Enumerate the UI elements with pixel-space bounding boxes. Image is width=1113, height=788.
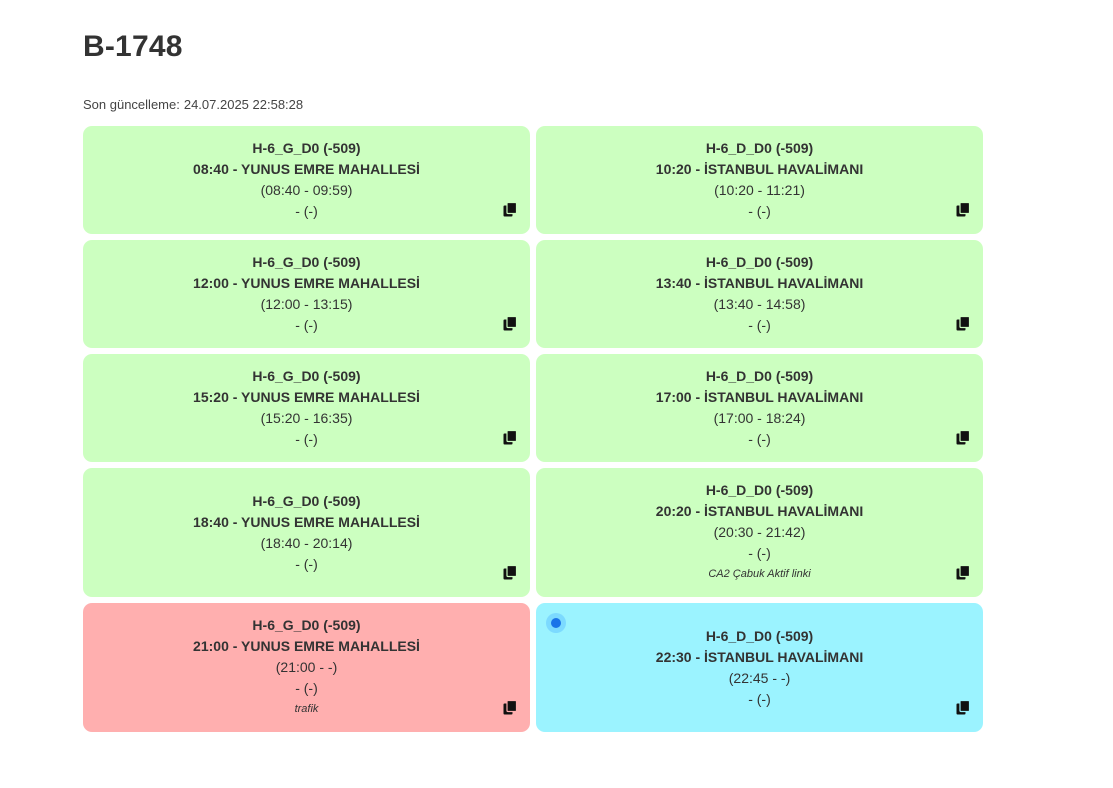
trip-time-span: (17:00 - 18:24) xyxy=(713,410,806,426)
trip-route: H-6_D_D0 (-509) xyxy=(705,254,814,270)
trip-departure: 20:20 - İSTANBUL HAVALİMANI xyxy=(655,503,864,519)
trip-detail: - (-) xyxy=(295,431,318,447)
trip-card[interactable]: H-6_G_D0 (-509) 12:00 - YUNUS EMRE MAHAL… xyxy=(83,240,530,348)
live-indicator-icon xyxy=(546,613,566,633)
trip-detail: - (-) xyxy=(295,555,318,572)
trip-route: H-6_G_D0 (-509) xyxy=(252,140,361,156)
trip-card[interactable]: H-6_G_D0 (-509) 21:00 - YUNUS EMRE MAHAL… xyxy=(83,603,530,732)
trip-card[interactable]: H-6_G_D0 (-509) 18:40 - YUNUS EMRE MAHAL… xyxy=(83,468,530,597)
trip-card[interactable]: H-6_D_D0 (-509) 20:20 - İSTANBUL HAVALİM… xyxy=(536,468,983,597)
trip-card[interactable]: H-6_G_D0 (-509) 08:40 - YUNUS EMRE MAHAL… xyxy=(83,126,530,234)
trip-time-span: (13:40 - 14:58) xyxy=(713,296,806,312)
trip-card[interactable]: H-6_D_D0 (-509) 17:00 - İSTANBUL HAVALİM… xyxy=(536,354,983,462)
trip-route: H-6_G_D0 (-509) xyxy=(252,368,361,384)
trip-detail: - (-) xyxy=(748,545,771,561)
trip-route: H-6_G_D0 (-509) xyxy=(252,617,361,633)
trip-departure: 10:20 - İSTANBUL HAVALİMANI xyxy=(655,161,864,177)
copy-icon[interactable] xyxy=(503,565,517,580)
trip-note: trafik xyxy=(294,703,319,715)
last-updated-value: 24.07.2025 22:58:28 xyxy=(183,97,304,112)
trip-route: H-6_D_D0 (-509) xyxy=(705,482,814,498)
copy-icon[interactable] xyxy=(503,430,517,445)
trip-detail: - (-) xyxy=(748,317,771,333)
trip-grid: H-6_G_D0 (-509) 08:40 - YUNUS EMRE MAHAL… xyxy=(83,126,983,732)
copy-icon[interactable] xyxy=(503,202,517,217)
trip-time-span: (20:30 - 21:42) xyxy=(713,524,806,540)
trip-time-span: (18:40 - 20:14) xyxy=(260,534,353,551)
trip-route: H-6_D_D0 (-509) xyxy=(705,140,814,156)
copy-icon[interactable] xyxy=(956,316,970,331)
trip-detail: - (-) xyxy=(748,431,771,447)
trip-note: CA2 Çabuk Aktif linki xyxy=(708,568,811,580)
copy-icon[interactable] xyxy=(956,565,970,580)
trip-detail: - (-) xyxy=(295,680,318,696)
trip-departure: 22:30 - İSTANBUL HAVALİMANI xyxy=(655,648,864,665)
trip-departure: 15:20 - YUNUS EMRE MAHALLESİ xyxy=(193,389,420,405)
trip-departure: 13:40 - İSTANBUL HAVALİMANI xyxy=(655,275,864,291)
page-title: B-1748 xyxy=(83,30,183,63)
trip-departure: 21:00 - YUNUS EMRE MAHALLESİ xyxy=(193,638,420,654)
trip-route: H-6_G_D0 (-509) xyxy=(252,492,361,509)
trip-time-span: (15:20 - 16:35) xyxy=(260,410,353,426)
trip-time-span: (10:20 - 11:21) xyxy=(714,182,805,198)
trip-detail: - (-) xyxy=(295,203,318,219)
trip-detail: - (-) xyxy=(295,317,318,333)
trip-route: H-6_G_D0 (-509) xyxy=(252,254,361,270)
last-updated-label: Son güncelleme: xyxy=(83,97,180,112)
trip-departure: 17:00 - İSTANBUL HAVALİMANI xyxy=(655,389,864,405)
last-updated: Son güncelleme: 24.07.2025 22:58:28 xyxy=(83,97,303,112)
trip-card[interactable]: H-6_G_D0 (-509) 15:20 - YUNUS EMRE MAHAL… xyxy=(83,354,530,462)
copy-icon[interactable] xyxy=(956,202,970,217)
copy-icon[interactable] xyxy=(503,316,517,331)
trip-departure: 18:40 - YUNUS EMRE MAHALLESİ xyxy=(193,513,420,530)
trip-card[interactable]: H-6_D_D0 (-509) 13:40 - İSTANBUL HAVALİM… xyxy=(536,240,983,348)
trip-time-span: (21:00 - -) xyxy=(275,659,338,675)
trip-detail: - (-) xyxy=(748,690,771,707)
trip-detail: - (-) xyxy=(748,203,771,219)
trip-time-span: (22:45 - -) xyxy=(728,669,791,686)
copy-icon[interactable] xyxy=(956,430,970,445)
trip-time-span: (12:00 - 13:15) xyxy=(260,296,353,312)
trip-time-span: (08:40 - 09:59) xyxy=(260,182,353,198)
trip-route: H-6_D_D0 (-509) xyxy=(705,368,814,384)
trip-departure: 08:40 - YUNUS EMRE MAHALLESİ xyxy=(193,161,420,177)
trip-card[interactable]: H-6_D_D0 (-509) 10:20 - İSTANBUL HAVALİM… xyxy=(536,126,983,234)
trip-route: H-6_D_D0 (-509) xyxy=(705,627,814,644)
copy-icon[interactable] xyxy=(503,700,517,715)
copy-icon[interactable] xyxy=(956,700,970,715)
trip-departure: 12:00 - YUNUS EMRE MAHALLESİ xyxy=(193,275,420,291)
trip-card-active[interactable]: H-6_D_D0 (-509) 22:30 - İSTANBUL HAVALİM… xyxy=(536,603,983,732)
